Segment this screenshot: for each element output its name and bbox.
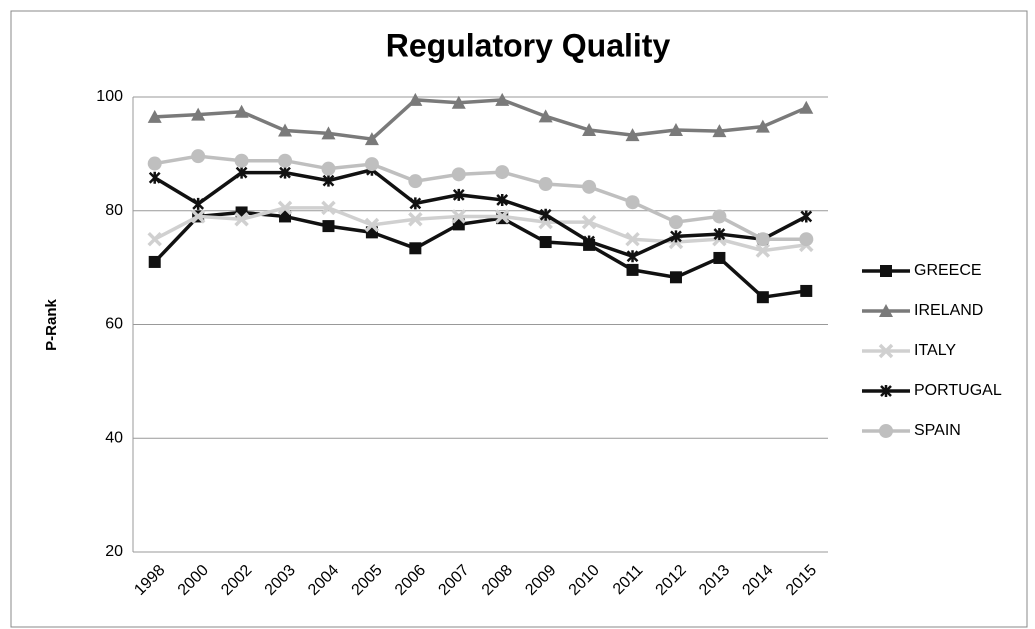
- legend-label: PORTUGAL: [914, 382, 1002, 399]
- marker: [279, 210, 292, 223]
- marker: [713, 251, 726, 264]
- marker: [800, 284, 813, 297]
- y-tick-label: 80: [105, 202, 123, 219]
- marker: [581, 214, 597, 230]
- marker: [322, 220, 335, 233]
- marker: [755, 119, 770, 133]
- marker: [364, 132, 379, 146]
- marker: [278, 153, 293, 168]
- marker: [583, 235, 595, 248]
- marker: [712, 124, 727, 138]
- marker: [451, 167, 466, 182]
- marker: [191, 149, 206, 164]
- marker: [495, 92, 510, 106]
- marker: [668, 122, 683, 136]
- marker: [408, 212, 423, 227]
- marker: [190, 209, 206, 224]
- legend-marker: [878, 343, 894, 359]
- y-axis-label: P-Rank: [43, 299, 60, 351]
- marker: [321, 126, 336, 140]
- marker: [755, 243, 771, 258]
- marker: [409, 197, 422, 210]
- series-line: [153, 167, 808, 259]
- marker: [364, 157, 379, 172]
- legend-marker: [880, 385, 892, 397]
- series-line: [153, 206, 807, 253]
- legend-label: ITALY: [914, 342, 956, 359]
- marker: [799, 232, 814, 247]
- marker: [496, 193, 509, 206]
- marker: [191, 107, 206, 121]
- chart-title: Regulatory Quality: [386, 27, 671, 63]
- marker: [494, 209, 510, 224]
- marker: [364, 217, 380, 233]
- series-line: [154, 154, 807, 241]
- marker: [147, 109, 162, 123]
- y-tick-label: 60: [105, 316, 123, 333]
- series-line: [154, 98, 807, 141]
- marker: [626, 250, 639, 263]
- y-tick-label: 40: [105, 429, 123, 446]
- marker: [277, 200, 293, 216]
- legend-marker: [879, 304, 893, 317]
- marker: [322, 174, 335, 187]
- marker: [538, 109, 553, 123]
- marker: [538, 177, 553, 192]
- marker: [409, 242, 422, 255]
- marker: [147, 156, 162, 171]
- marker: [539, 236, 552, 249]
- marker: [451, 95, 466, 109]
- marker: [234, 153, 249, 168]
- marker: [234, 212, 249, 227]
- marker: [756, 291, 769, 304]
- marker: [670, 230, 682, 243]
- chart-border: [10, 10, 1028, 628]
- marker: [713, 228, 726, 241]
- marker: [582, 122, 597, 136]
- marker: [321, 200, 336, 216]
- marker: [712, 209, 727, 224]
- legend-label: SPAIN: [914, 422, 961, 439]
- marker: [452, 188, 465, 201]
- y-tick-label: 100: [96, 88, 123, 105]
- marker: [625, 195, 640, 210]
- y-tick-label: 20: [105, 543, 123, 560]
- marker: [279, 166, 291, 179]
- marker: [451, 209, 467, 224]
- marker: [799, 100, 814, 114]
- marker: [148, 171, 161, 184]
- marker: [234, 104, 249, 118]
- marker: [495, 165, 510, 180]
- legend-label: IRELAND: [914, 302, 983, 319]
- marker: [147, 231, 162, 247]
- marker: [800, 210, 813, 223]
- marker: [582, 179, 597, 194]
- marker: [669, 271, 682, 284]
- marker: [235, 166, 248, 179]
- marker: [192, 197, 205, 210]
- marker: [625, 231, 640, 247]
- marker: [625, 128, 640, 142]
- legend-marker: [880, 265, 892, 277]
- marker: [626, 263, 639, 276]
- legend-marker: [879, 424, 893, 438]
- marker: [408, 174, 423, 189]
- marker: [408, 92, 423, 106]
- marker: [668, 215, 683, 230]
- marker: [755, 232, 770, 247]
- marker: [321, 161, 336, 176]
- marker: [539, 208, 552, 221]
- legend-label: GREECE: [914, 262, 982, 279]
- marker: [148, 255, 161, 268]
- marker: [278, 123, 293, 137]
